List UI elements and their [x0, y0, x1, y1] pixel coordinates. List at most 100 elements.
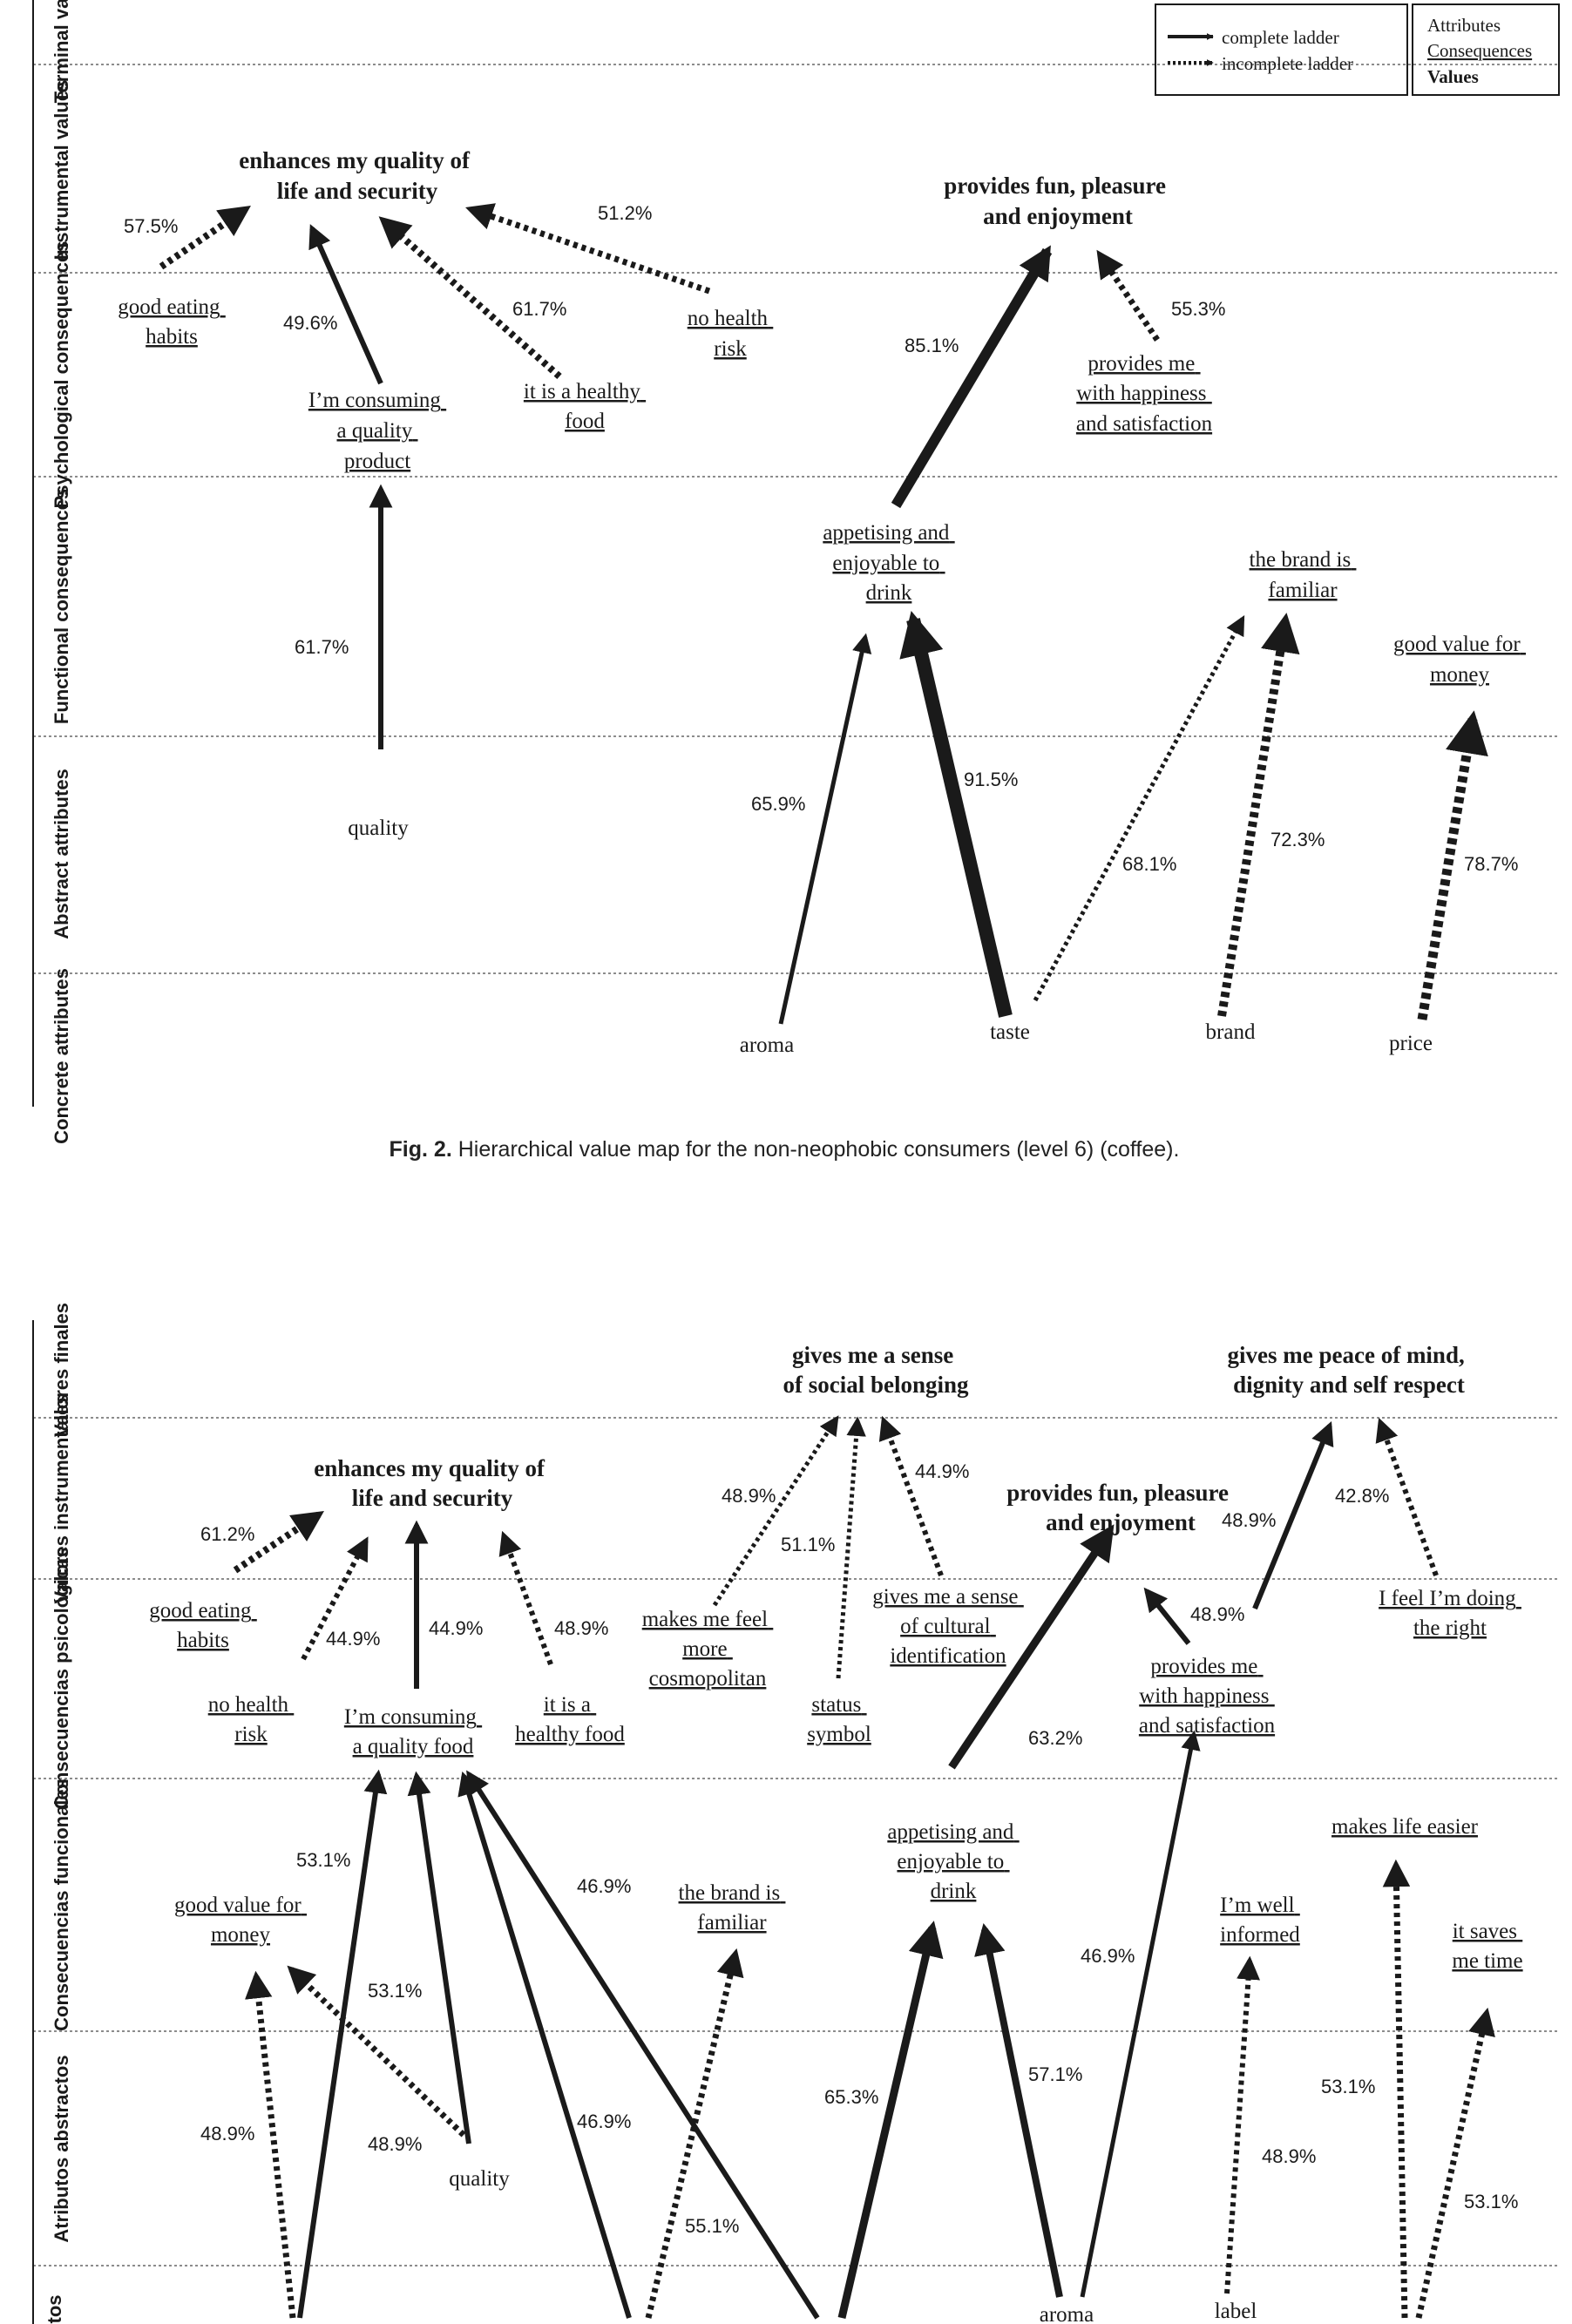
map2-pct: 48.9% [200, 2123, 254, 2144]
legend-line-box [1155, 3, 1408, 96]
map1-node-brand-familiar: the brand is familiar [1250, 548, 1357, 602]
map2-node-cosmopolitan: makes me feel more cosmopolitan [642, 1608, 774, 1690]
map1-level-label: Psychological consequences [51, 241, 72, 509]
legend: complete ladder incomplete ladder Attrib… [1155, 3, 1560, 96]
map1-pct-taste-appetising: 91.5% [964, 769, 1018, 790]
map2-pct: 53.1% [368, 1980, 422, 2002]
map1-level-label: Abstract attributes [51, 769, 72, 939]
map1-pct-happiness-fun: 55.3% [1171, 298, 1225, 320]
map2-level-label: tos [44, 2295, 65, 2324]
map2-node-fun-pleasure: provides fun, pleasure and enjoyment [1006, 1480, 1235, 1535]
map2-node-social-belonging: gives me a sense of social belonging [783, 1342, 969, 1398]
map2-node-status-symbol: status symbol [807, 1693, 871, 1746]
map2-pct: 51.1% [781, 1534, 835, 1555]
legend-level-box [1412, 3, 1560, 96]
map2-pct: 48.9% [554, 1617, 608, 1639]
map2-pct: 53.1% [296, 1849, 350, 1871]
map2-node-makes-life-easier: makes life easier [1331, 1815, 1479, 1839]
map2-pct: 44.9% [915, 1460, 969, 1482]
map1-pct-good-eating: 57.5% [124, 215, 178, 237]
map1-pct-taste-brand: 68.1% [1122, 853, 1176, 875]
map1-pct-brand-brand: 72.3% [1270, 829, 1325, 850]
map1-node-quality: quality [348, 816, 409, 840]
map2-node-cultural: gives me a sense of cultural identificat… [872, 1585, 1024, 1668]
map1-level-label: Terminal values [51, 0, 72, 103]
map1-level-separators [33, 64, 1560, 974]
map2-arrows [233, 1415, 1495, 2320]
map2-pct: 46.9% [577, 2111, 631, 2132]
map2-pct: 44.9% [429, 1617, 483, 1639]
map2-node-saves-time: it saves me time [1452, 1920, 1522, 1973]
map1-level-label: Instrumental values [51, 80, 72, 261]
map2-node-brand-familiar: the brand is familiar [679, 1881, 786, 1934]
legend-values: Values [1427, 66, 1479, 87]
map1-node-good-eating: good eating habits [118, 295, 226, 349]
map1-node-price: price [1389, 1032, 1433, 1055]
map2-pct: 46.9% [1081, 1945, 1135, 1967]
map2-pct: 42.8% [1335, 1485, 1389, 1507]
map2-level-separators [33, 1417, 1560, 2266]
map2-node-happiness: provides me with happiness and satisfact… [1139, 1655, 1276, 1738]
legend-incomplete-label: incomplete ladder [1222, 53, 1353, 74]
map2-pct: 63.2% [1028, 1727, 1082, 1749]
map1-pct-appetising-fun: 85.1% [905, 335, 959, 356]
map1-node-consuming-quality: I’m consuming a quality product [308, 389, 446, 473]
map2-pct: 61.2% [200, 1523, 254, 1545]
map2-node-appetising: appetising and enjoyable to drink [887, 1820, 1019, 1903]
map1-level-label: Functional consequences [51, 489, 72, 724]
map1-node-brand: brand [1206, 1020, 1256, 1044]
map2-pct: 48.9% [722, 1485, 776, 1507]
map2-level-label: Consecuencias funcionales [51, 1779, 72, 2031]
map1-pct-no-health-risk: 51.2% [598, 202, 652, 224]
map2-pct: 46.9% [577, 1875, 631, 1897]
map2-node-doing-right: I feel I’m doing the right [1379, 1587, 1521, 1640]
map1-pct-consuming-quality: 49.6% [283, 312, 337, 334]
map2-pct: 53.1% [1321, 2076, 1375, 2097]
map1-node-aroma: aroma [740, 1033, 794, 1057]
map2-pct: 57.1% [1028, 2063, 1082, 2085]
map2-level-label: Atributos abstractos [51, 2055, 72, 2242]
map2-node-no-health-risk: no health risk [208, 1693, 295, 1746]
map2-pct: 48.9% [368, 2133, 422, 2155]
map2-level-label: Valores finales [51, 1303, 72, 1437]
map2-node-well-informed: I’m well informed [1220, 1894, 1300, 1947]
legend-consequences: Consequences [1427, 40, 1532, 61]
map1-node-no-health-risk: no health risk [688, 307, 774, 361]
map1-node-fun-pleasure: provides fun, pleasure and enjoyment [944, 173, 1172, 229]
map2-node-consuming-quality: I’m consuming a quality food [344, 1705, 482, 1758]
map2-node-good-eating: good eating habits [149, 1599, 257, 1652]
map2-pct: 48.9% [1222, 1509, 1276, 1531]
legend-attributes: Attributes [1427, 15, 1501, 36]
map1-node-happiness: provides me with happiness and satisfact… [1076, 352, 1213, 436]
map1-node-quality-of-life: enhances my quality of life and security [239, 147, 476, 204]
map2-node-aroma: aroma [1040, 2303, 1094, 2324]
map1-arrows [159, 203, 1488, 1025]
map2-pct: 48.9% [1190, 1603, 1244, 1625]
map1-node-healthy-food: it is a healthy food [524, 380, 646, 433]
map2-node-quality-of-life: enhances my quality of life and security [314, 1455, 551, 1511]
map1-level-label: Concrete attributes [51, 968, 72, 1144]
map2-pct: 44.9% [326, 1628, 380, 1650]
figure-caption: Fig. 2. Hierarchical value map for the n… [390, 1137, 1180, 1162]
map2-node-healthy-food: it is a healthy food [515, 1693, 625, 1746]
map2-node-label: label [1215, 2300, 1257, 2323]
map2-pct: 65.3% [824, 2086, 878, 2108]
map1-node-appetising: appetising and enjoyable to drink [823, 521, 954, 605]
map2-level-label: Valores instrumentales [51, 1394, 72, 1604]
map2-level-label: Consecuencias psicológicas [51, 1548, 72, 1810]
map1-pct-price-value: 78.7% [1464, 853, 1518, 875]
legend-complete-label: complete ladder [1222, 27, 1339, 48]
map2-node-quality: quality [449, 2167, 510, 2191]
map1-pct-healthy-food: 61.7% [512, 298, 566, 320]
map1-pct-aroma-appetising: 65.9% [751, 793, 805, 815]
map2-pct: 55.1% [685, 2215, 739, 2237]
map1-node-good-value: good value for money [1393, 633, 1526, 687]
map2-pct: 48.9% [1262, 2145, 1316, 2167]
map2-node-good-value: good value for money [174, 1894, 307, 1947]
map2-pct: 53.1% [1464, 2191, 1518, 2212]
map2-node-peace-of-mind: gives me peace of mind, dignity and self… [1228, 1342, 1471, 1398]
map1-pct-quality-consuming: 61.7% [295, 636, 349, 658]
map1-node-taste: taste [990, 1020, 1030, 1044]
